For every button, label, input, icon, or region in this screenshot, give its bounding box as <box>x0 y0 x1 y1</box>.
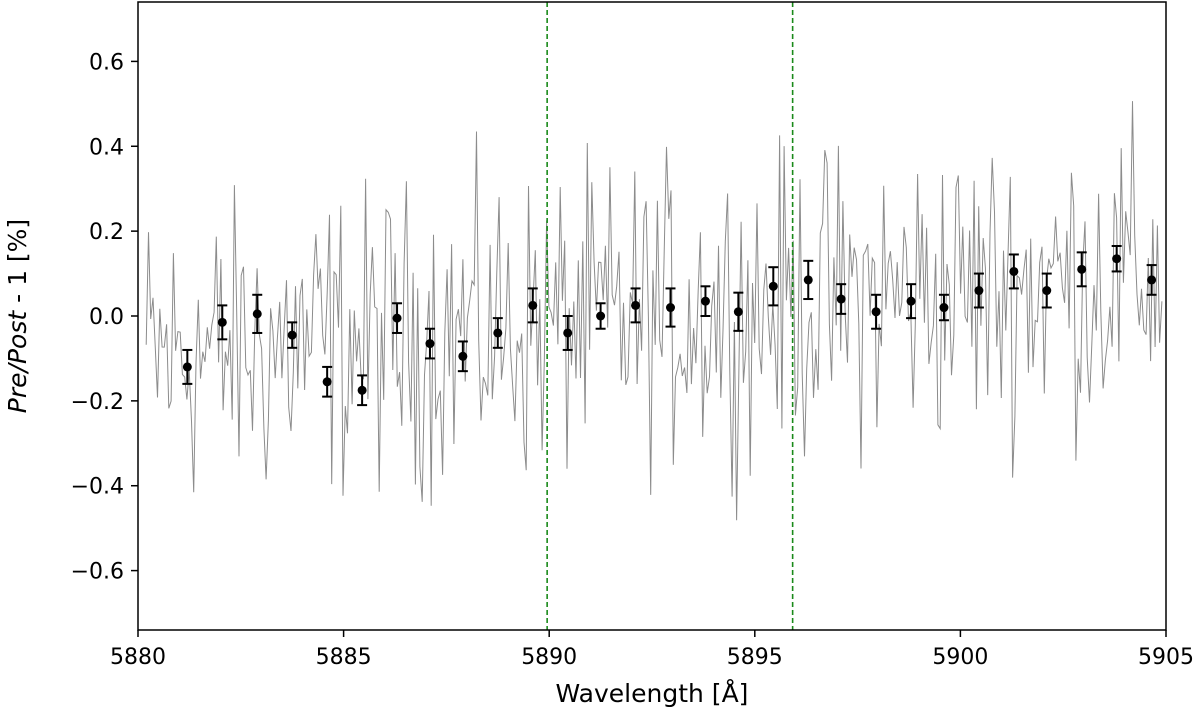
y-tick-label: 0.0 <box>89 305 124 330</box>
x-tick-label: 5885 <box>316 645 372 670</box>
data-point-marker <box>1147 275 1157 285</box>
binned-point <box>424 327 435 360</box>
binned-point <box>630 287 641 324</box>
data-point-marker <box>803 275 813 285</box>
data-point-marker <box>217 317 227 327</box>
data-point-marker <box>768 281 778 291</box>
data-point-marker <box>458 351 468 361</box>
y-tick-label: −0.2 <box>71 390 124 415</box>
binned-point <box>492 317 503 349</box>
data-point-marker <box>1112 254 1122 264</box>
data-point-marker <box>631 300 641 310</box>
binned-point <box>457 340 468 373</box>
binned-point <box>357 374 368 407</box>
x-axis-label: Wavelength [Å] <box>556 679 749 708</box>
x-axis-ticks: 5880 5885 5890 5895 5900 5905 <box>110 630 1194 670</box>
binned-point <box>527 287 538 324</box>
y-axis-ticks: −0.6 −0.4 −0.2 0.0 0.2 0.4 0.6 <box>71 50 138 585</box>
binned-point <box>803 259 814 301</box>
binned-point <box>973 272 984 309</box>
x-tick-label: 5895 <box>727 645 783 670</box>
x-tick-label: 5905 <box>1138 645 1194 670</box>
binned-point <box>733 291 744 332</box>
reference-lines <box>546 2 794 630</box>
binned-point <box>182 348 193 385</box>
data-point-marker <box>563 328 573 338</box>
x-tick-label: 5900 <box>932 645 988 670</box>
binned-point <box>768 266 779 307</box>
data-point-marker <box>871 307 881 317</box>
binned-point <box>665 287 676 328</box>
binned-point <box>1146 264 1157 296</box>
data-point-marker <box>252 309 262 319</box>
binned-point <box>1008 253 1019 290</box>
data-point-marker <box>425 339 435 349</box>
x-tick-label: 5880 <box>110 645 166 670</box>
binned-point <box>322 365 333 398</box>
x-tick-label: 5890 <box>521 645 577 670</box>
binned-point <box>1111 244 1122 273</box>
data-point-marker <box>392 313 402 323</box>
data-point-marker <box>733 307 743 317</box>
binned-points-series <box>182 244 1157 407</box>
binned-point <box>906 283 917 320</box>
data-point-marker <box>493 328 503 338</box>
data-point-marker <box>322 377 332 387</box>
data-point-marker <box>836 294 846 304</box>
data-point-marker <box>666 303 676 313</box>
binned-point <box>871 293 882 330</box>
y-tick-label: 0.2 <box>89 220 124 245</box>
binned-point <box>836 283 847 315</box>
data-point-marker <box>357 385 367 395</box>
data-point-marker <box>1009 266 1019 276</box>
spectrum-line <box>145 101 1163 521</box>
data-point-marker <box>700 296 710 306</box>
data-point-marker <box>1042 286 1052 296</box>
y-tick-label: 0.6 <box>89 50 124 75</box>
y-tick-label: 0.4 <box>89 135 124 160</box>
binned-point <box>1041 272 1052 309</box>
binned-point <box>700 285 711 317</box>
binned-point <box>392 302 403 334</box>
data-point-marker <box>939 303 949 313</box>
binned-point <box>562 315 573 351</box>
data-point-marker <box>974 286 984 296</box>
spectrum-series <box>145 101 1163 521</box>
data-point-marker <box>182 362 192 372</box>
data-point-marker <box>906 296 916 306</box>
binned-point <box>1076 251 1087 288</box>
binned-point <box>217 304 228 341</box>
y-axis-label: Pre/Post - 1 [%] <box>3 219 32 413</box>
data-point-marker <box>287 330 297 340</box>
data-point-marker <box>528 300 538 310</box>
y-tick-label: −0.4 <box>71 475 124 500</box>
y-tick-label: −0.6 <box>71 560 124 585</box>
data-point-marker <box>1077 264 1087 274</box>
binned-point <box>938 293 949 322</box>
binned-point <box>595 302 606 330</box>
data-point-marker <box>596 311 606 321</box>
binned-point <box>287 321 298 349</box>
binned-point <box>252 293 263 334</box>
